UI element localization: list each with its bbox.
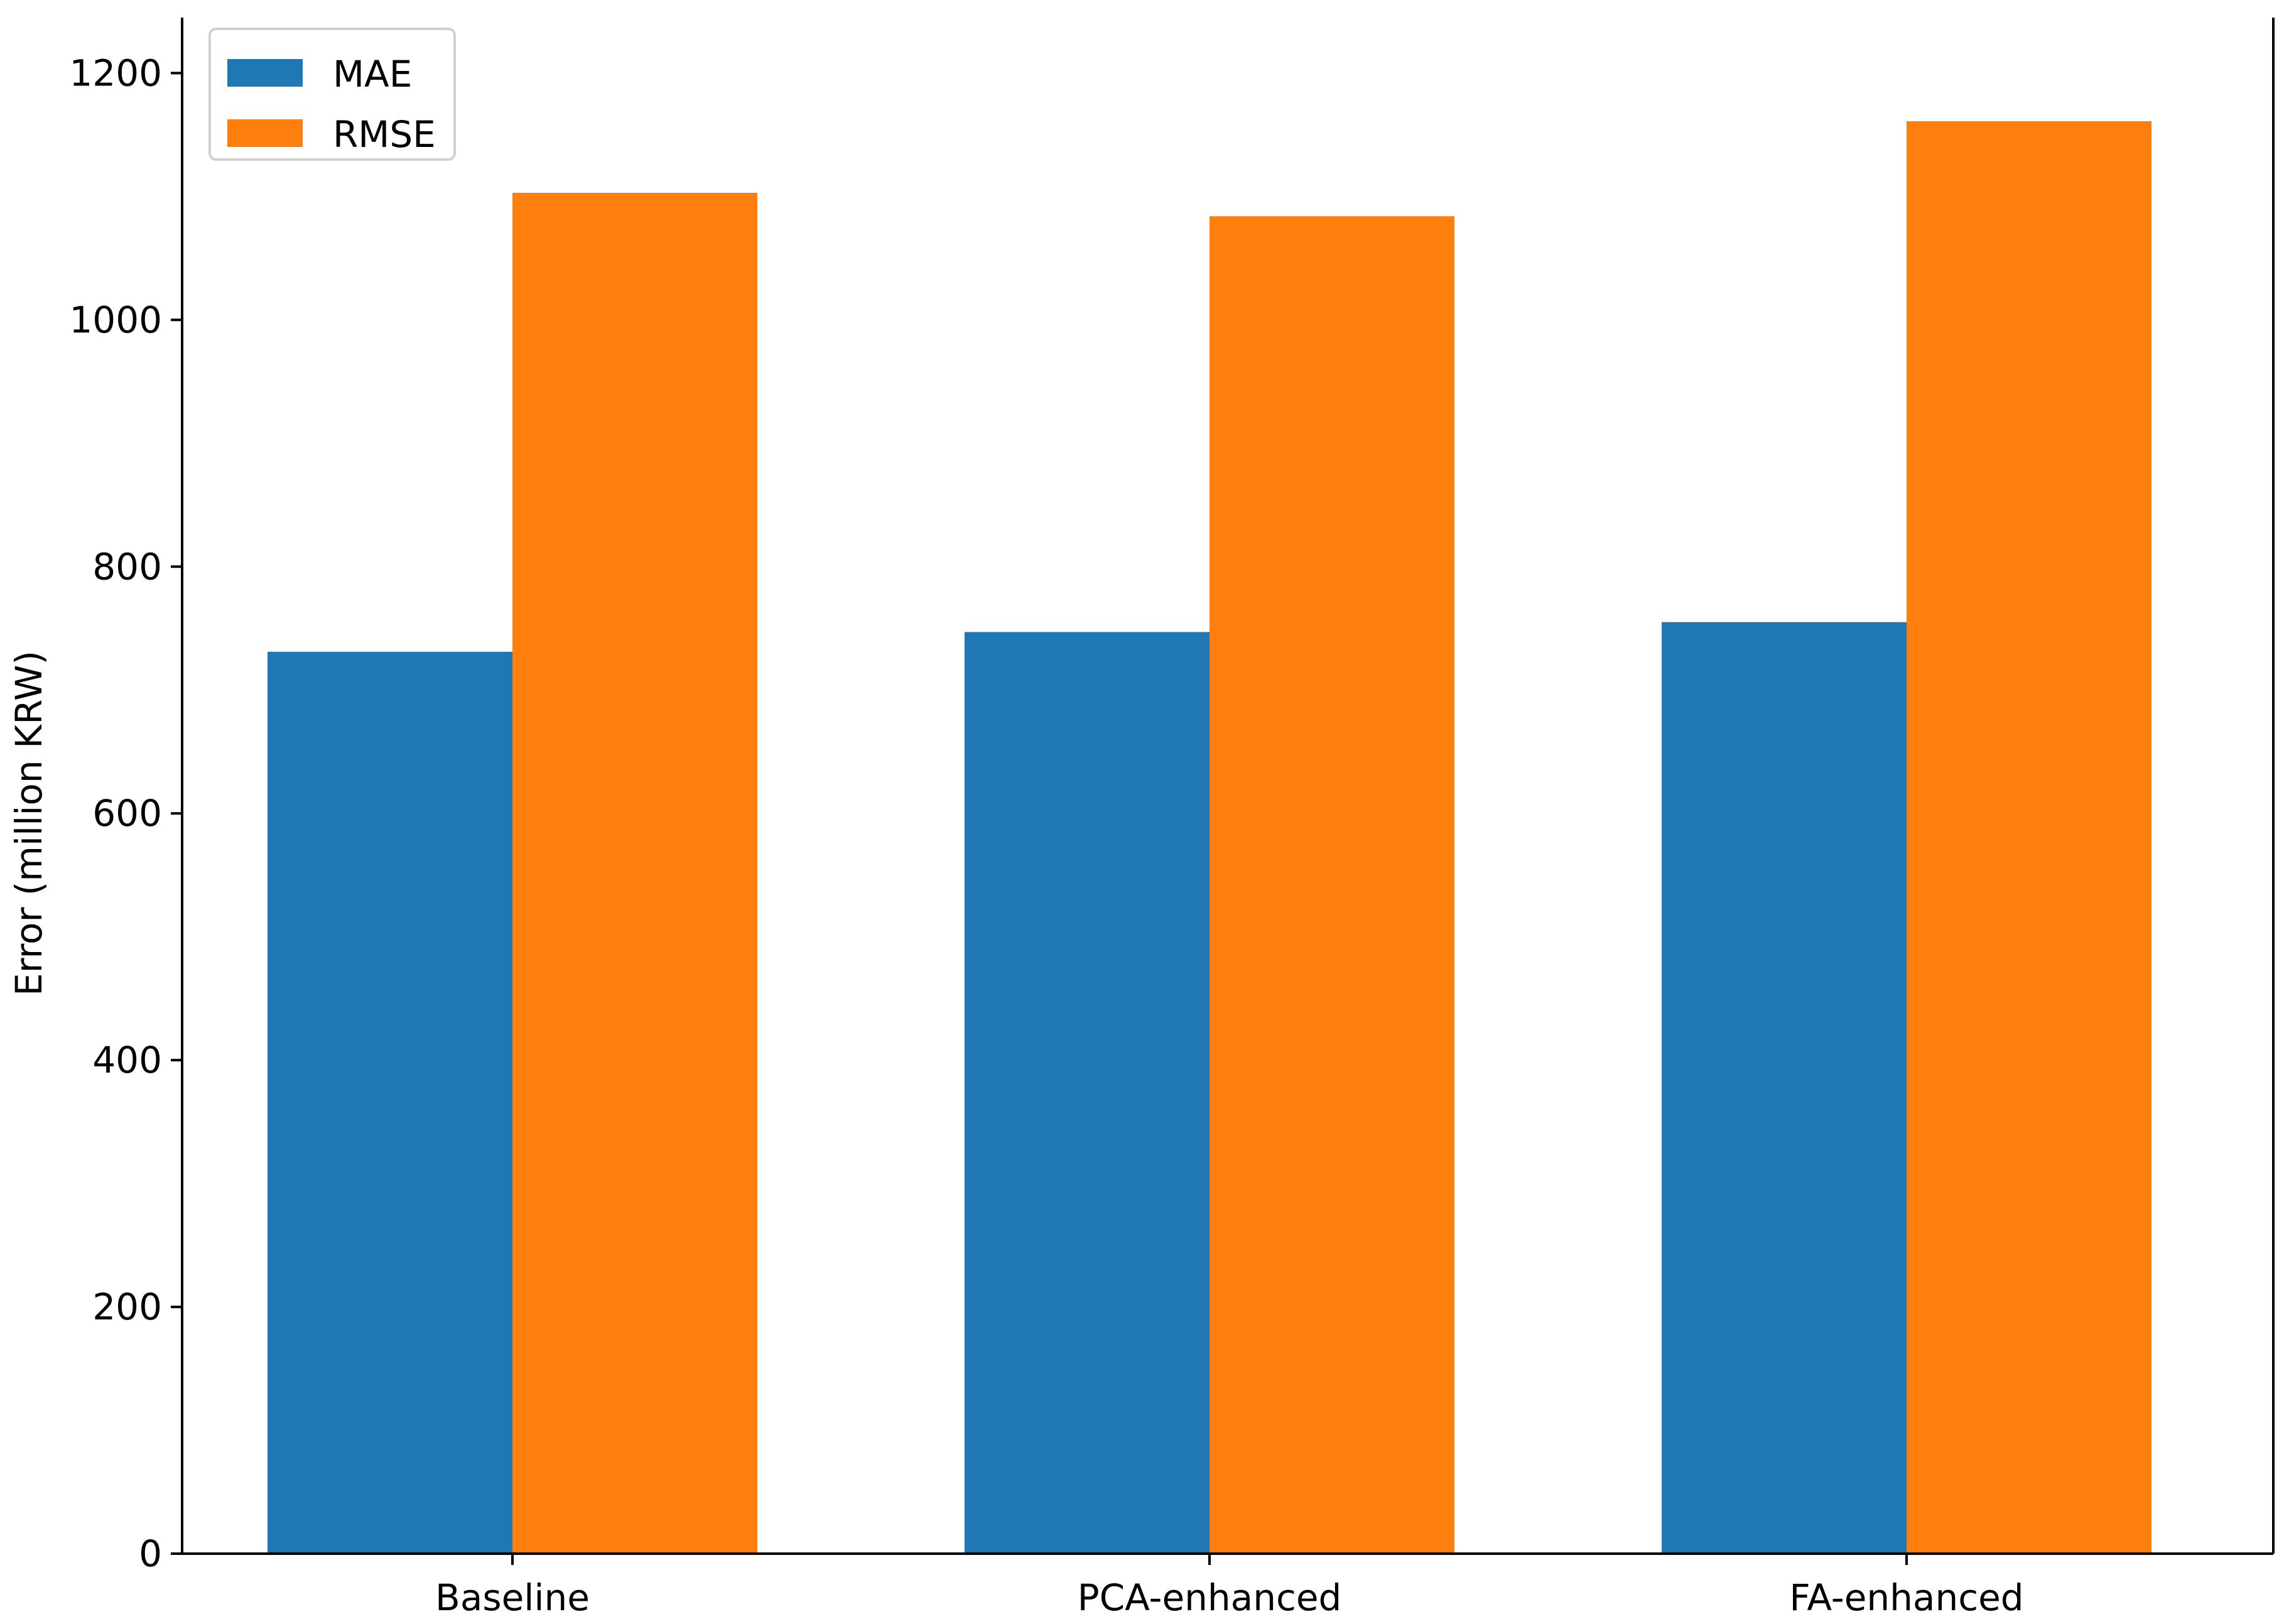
bar-rmse-fa-enhanced [1907, 121, 2151, 1554]
bar-mae-baseline [268, 651, 512, 1554]
y-ticks: 0 200 400 600 800 1000 1200 [69, 51, 182, 1575]
y-tick-label: 200 [92, 1286, 162, 1328]
y-tick-label: 1200 [69, 51, 162, 94]
y-tick-label: 600 [92, 792, 162, 835]
x-tick-label: FA-enhanced [1789, 1576, 2023, 1619]
y-axis-label: Error (million KRW) [8, 651, 50, 996]
bar-mae-pca-enhanced [965, 632, 1210, 1554]
bar-mae-fa-enhanced [1662, 622, 1907, 1554]
y-tick-label: 1000 [69, 298, 162, 341]
x-tick-label: Baseline [435, 1576, 590, 1619]
bar-rmse-pca-enhanced [1210, 216, 1454, 1554]
legend-swatch-mae [227, 59, 303, 87]
legend-label-mae: MAE [333, 53, 412, 95]
y-tick-label: 800 [92, 545, 162, 588]
legend-swatch-rmse [227, 119, 303, 147]
legend-label-rmse: RMSE [333, 113, 436, 156]
axes-layer [181, 18, 2275, 1555]
x-ticks: Baseline PCA-enhanced FA-enhanced [435, 1554, 2024, 1619]
bars-layer [268, 121, 2151, 1554]
x-tick-label: PCA-enhanced [1078, 1576, 1342, 1619]
bar-rmse-baseline [512, 192, 757, 1554]
y-tick-label: 400 [92, 1039, 162, 1081]
legend: MAE RMSE [208, 28, 456, 161]
y-tick-label: 0 [139, 1532, 162, 1575]
